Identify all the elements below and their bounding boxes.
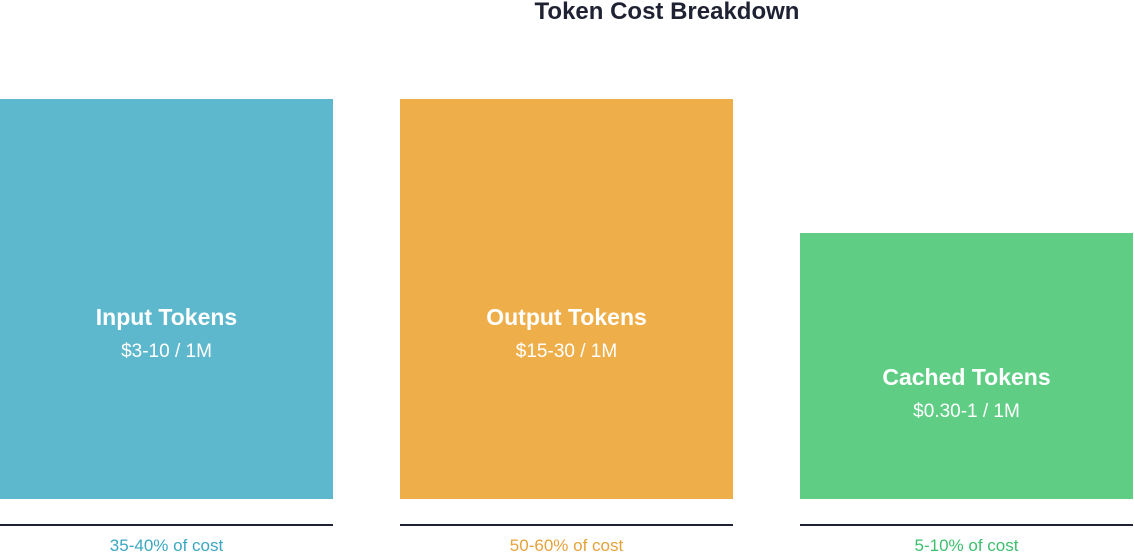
card-share: 35-40% of cost [109, 536, 224, 553]
card-label: Output Tokens [486, 304, 647, 330]
card-price: $3-10 / 1M [121, 341, 212, 362]
divider [400, 524, 733, 526]
card-share: 50-60% of cost [509, 536, 624, 553]
card-price: $0.30-1 / 1M [913, 401, 1020, 422]
card-price: $15-30 / 1M [515, 341, 618, 362]
divider [800, 524, 1133, 526]
title: Token Cost Breakdown [534, 0, 800, 25]
card-label: Cached Tokens [882, 364, 1051, 390]
card-label: Input Tokens [95, 304, 238, 330]
divider [0, 524, 333, 526]
card: Input Tokens $3-10 / 1M [0, 99, 333, 499]
card: Output Tokens $15-30 / 1M [400, 99, 733, 499]
card: Cached Tokens $0.30-1 / 1M [800, 233, 1133, 499]
card-share: 5-10% of cost [914, 536, 1019, 553]
